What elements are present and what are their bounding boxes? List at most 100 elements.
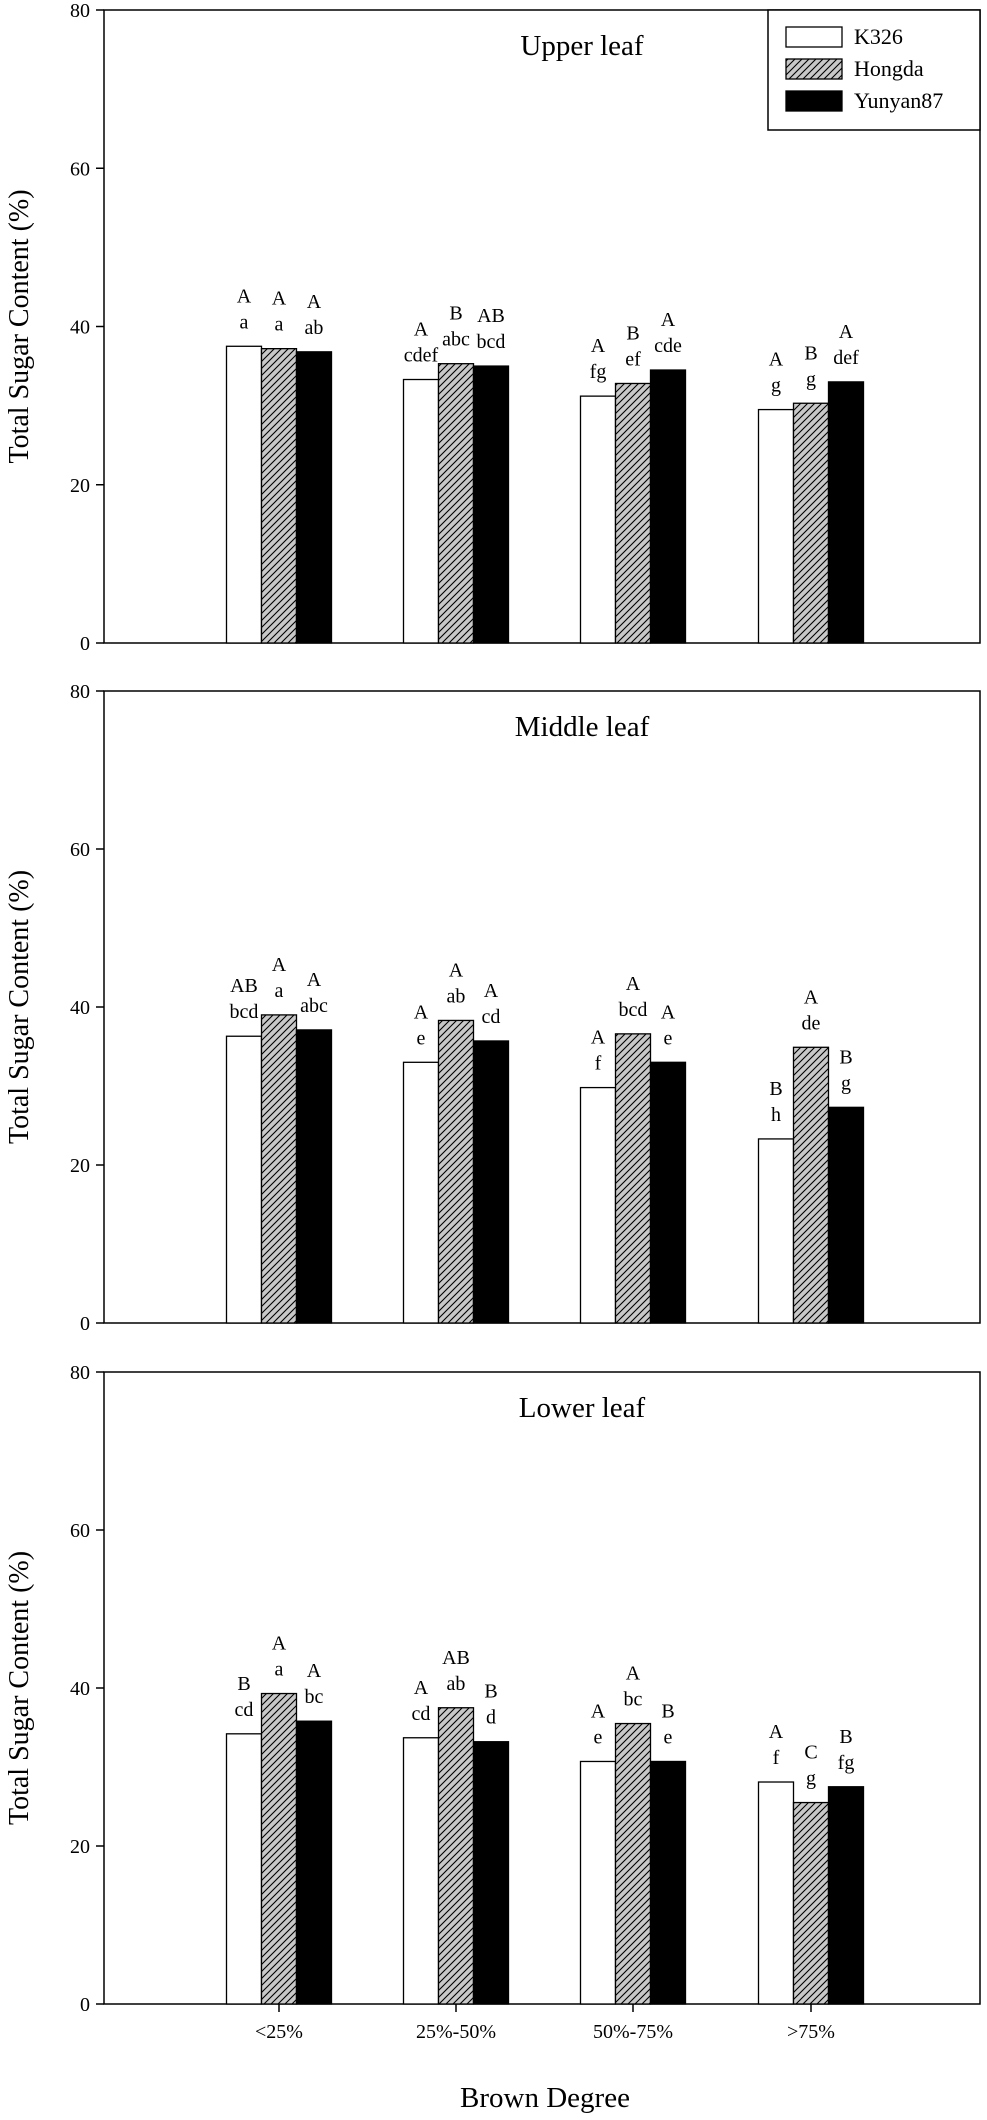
significance-label-lower: g	[841, 1072, 851, 1094]
bar-hongda	[792, 1046, 830, 1324]
significance-label-upper: A	[414, 319, 429, 341]
significance-label-lower: bc	[624, 1689, 643, 1711]
y-axis-label: Total Sugar Content (%)	[4, 870, 35, 1144]
significance-label-lower: ef	[625, 348, 641, 370]
significance-label-lower: e	[417, 1027, 426, 1049]
significance-label-upper: A	[804, 986, 819, 1008]
significance-label-lower: bc	[305, 1686, 324, 1708]
significance-label-upper: A	[307, 291, 322, 313]
y-tick-label: 20	[70, 1836, 90, 1858]
significance-label-upper: AB	[477, 305, 505, 327]
significance-label-lower: e	[594, 1726, 603, 1748]
significance-label-upper: B	[484, 1681, 497, 1703]
bar-k326	[402, 1061, 440, 1324]
significance-label-lower: ab	[447, 985, 466, 1007]
significance-label-upper: A	[414, 1001, 429, 1023]
significance-label-lower: de	[802, 1012, 821, 1034]
x-tick-label: 25%-50%	[416, 2021, 496, 2043]
bar-yunyan87	[827, 1106, 865, 1324]
significance-label-lower: bcd	[230, 1001, 259, 1023]
significance-label-lower: e	[664, 1726, 673, 1748]
significance-label-lower: a	[275, 980, 284, 1002]
legend-swatch-k326	[785, 26, 843, 48]
bar-yunyan87	[295, 1720, 333, 2005]
bar-k326	[225, 1733, 263, 2005]
bar-k326	[402, 1737, 440, 2005]
y-tick-label: 60	[70, 1520, 90, 1542]
significance-label-lower: cde	[654, 335, 682, 357]
significance-label-upper: B	[661, 1700, 674, 1722]
significance-label-lower: a	[240, 311, 249, 333]
y-tick-label: 80	[70, 1362, 90, 1384]
bar-yunyan87	[649, 369, 687, 644]
y-tick-label: 40	[70, 1678, 90, 1700]
significance-label-lower: fg	[838, 1752, 855, 1774]
significance-label-lower: cd	[235, 1699, 254, 1721]
legend-swatch-hongda	[785, 58, 843, 80]
bar-k326	[225, 345, 263, 644]
bar-hongda	[437, 1707, 475, 2005]
significance-label-upper: A	[591, 335, 606, 357]
significance-label-upper: B	[839, 1046, 852, 1068]
x-tick-label: 50%-75%	[593, 2021, 673, 2043]
bar-k326	[757, 1138, 795, 1324]
panel-title: Upper leaf	[520, 30, 644, 62]
significance-label-lower: a	[275, 1659, 284, 1681]
bar-hongda	[792, 402, 830, 644]
legend-label: Hongda	[854, 56, 924, 81]
x-axis-label: Brown Degree	[460, 2082, 630, 2114]
legend-swatch-yunyan87	[785, 90, 843, 112]
y-tick-label: 80	[70, 0, 90, 22]
significance-label-upper: A	[414, 1677, 429, 1699]
significance-label-upper: B	[237, 1673, 250, 1695]
bar-hongda	[614, 1722, 652, 2005]
significance-label-lower: ab	[447, 1673, 466, 1695]
bar-yunyan87	[295, 1029, 333, 1324]
y-tick-label: 60	[70, 158, 90, 180]
bar-hongda	[437, 1019, 475, 1324]
bar-yunyan87	[472, 1741, 510, 2005]
significance-label-lower: abc	[442, 329, 470, 351]
significance-label-lower: g	[771, 375, 781, 397]
significance-label-upper: A	[237, 285, 252, 307]
significance-label-lower: f	[595, 1053, 602, 1075]
significance-label-lower: cd	[412, 1703, 431, 1725]
significance-label-lower: h	[771, 1104, 781, 1126]
significance-label-lower: d	[486, 1707, 496, 1729]
y-tick-label: 40	[70, 997, 90, 1019]
significance-label-upper: A	[307, 969, 322, 991]
bar-k326	[579, 1760, 617, 2005]
significance-label-upper: A	[591, 1027, 606, 1049]
significance-label-lower: fg	[590, 361, 607, 383]
y-tick-label: 20	[70, 475, 90, 497]
significance-label-upper: A	[626, 973, 641, 995]
y-tick-label: 20	[70, 1155, 90, 1177]
significance-label-lower: bcd	[477, 331, 506, 353]
x-tick-label: <25%	[255, 2021, 303, 2043]
bar-hongda	[614, 382, 652, 644]
significance-label-upper: A	[272, 288, 287, 310]
bar-k326	[757, 1781, 795, 2005]
significance-label-upper: A	[484, 980, 499, 1002]
significance-label-upper: A	[661, 309, 676, 331]
significance-label-upper: A	[272, 954, 287, 976]
significance-label-lower: e	[664, 1027, 673, 1049]
bar-yunyan87	[649, 1061, 687, 1324]
significance-label-upper: B	[804, 342, 817, 364]
y-tick-label: 0	[80, 1994, 90, 2016]
significance-label-lower: f	[773, 1747, 780, 1769]
significance-label-lower: def	[833, 347, 859, 369]
bar-hongda	[260, 348, 298, 644]
significance-label-upper: A	[626, 1663, 641, 1685]
bar-yunyan87	[295, 351, 333, 644]
legend-label: Yunyan87	[854, 88, 943, 113]
y-axis-label: Total Sugar Content (%)	[4, 1551, 35, 1825]
x-tick-label: >75%	[787, 2021, 835, 2043]
bar-k326	[757, 408, 795, 644]
significance-label-upper: A	[769, 349, 784, 371]
significance-label-upper: AB	[230, 975, 258, 997]
bar-k326	[225, 1035, 263, 1324]
panel-title: Lower leaf	[519, 1392, 646, 1424]
bar-k326	[579, 1086, 617, 1324]
